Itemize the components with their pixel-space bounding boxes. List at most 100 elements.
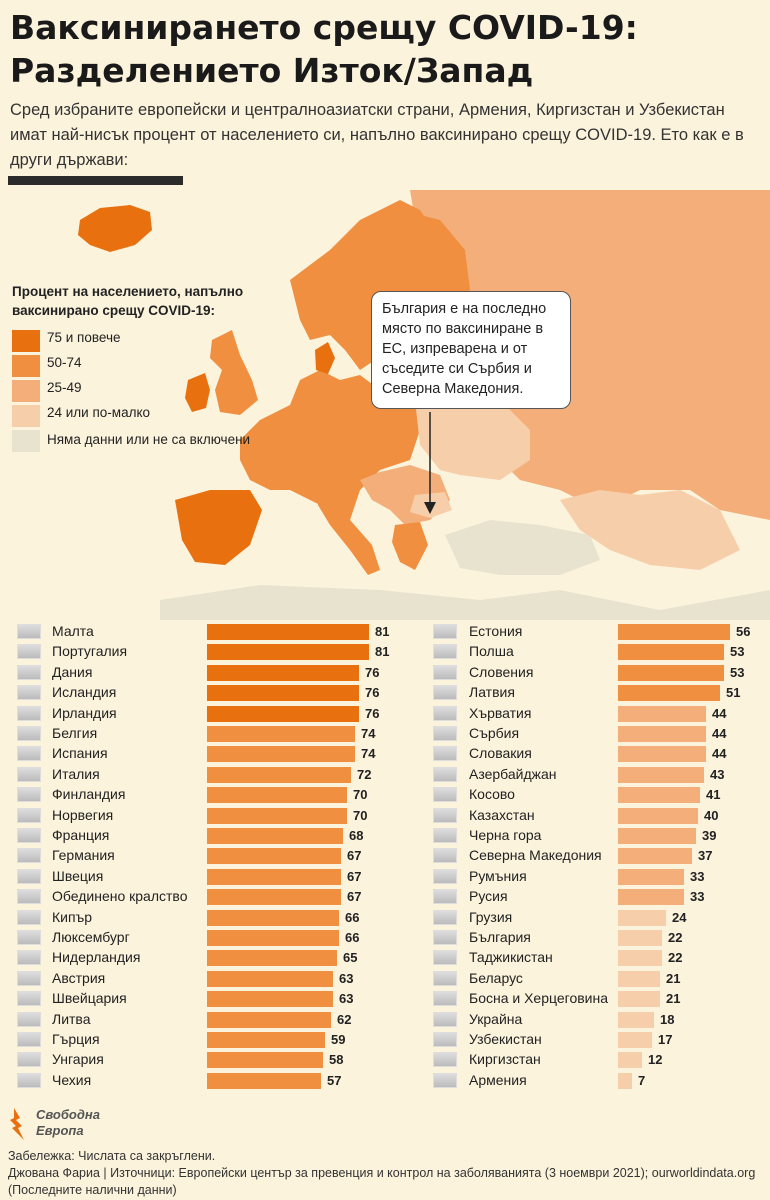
- bar-value-label: 24: [672, 909, 687, 925]
- country-label: Испания: [52, 745, 108, 762]
- country-label: Белгия: [52, 725, 98, 741]
- flag-icon: [433, 970, 457, 986]
- country-label: Исландия: [52, 684, 117, 701]
- map-turkey: [445, 520, 600, 575]
- flag-icon: [17, 726, 41, 741]
- flag-icon: [17, 828, 41, 843]
- flag-icon: [433, 868, 457, 884]
- flag-icon: [433, 991, 457, 1007]
- flag-icon: [17, 664, 41, 680]
- flag-icon: [17, 705, 41, 721]
- country-label: Украйна: [469, 1010, 523, 1027]
- flag-icon: [17, 624, 41, 639]
- logo: [10, 1108, 24, 1140]
- bar-row: Словения 53: [0, 663, 770, 683]
- country-label: Унгария: [52, 1051, 104, 1068]
- country-label: Хърватия: [469, 704, 532, 721]
- flag-icon: [17, 868, 41, 884]
- flag-icon: [17, 889, 41, 905]
- flag-icon: [17, 950, 41, 966]
- bar: [618, 726, 706, 742]
- bar-row: Унгария 58: [0, 1050, 770, 1070]
- country-label: Естония: [469, 623, 523, 639]
- bar-value-label: 21: [666, 991, 681, 1007]
- europe-map: [78, 190, 770, 620]
- bar-value-label: 18: [660, 1011, 675, 1027]
- bar: [618, 685, 720, 702]
- bar: [618, 930, 662, 946]
- bar-value-label: 76: [365, 664, 380, 680]
- flag-icon: [433, 726, 457, 741]
- bar: [207, 664, 359, 681]
- country-label: Азербайджан: [469, 765, 557, 782]
- bar: [207, 950, 337, 967]
- bar-row: Казахстан 40: [0, 806, 770, 826]
- flag-icon: [17, 685, 41, 701]
- bar-value-label: 7: [638, 1072, 646, 1088]
- bar-row: Северна Македония 37: [0, 846, 770, 866]
- bar-row: Обединено кралство 67: [0, 887, 770, 907]
- bar-value-label: 44: [712, 705, 727, 721]
- legend-label: 75 и повече: [47, 330, 121, 345]
- bar: [618, 644, 724, 661]
- legend-label: Няма данни или не са включени: [47, 432, 251, 447]
- country-label: Сърбия: [469, 725, 520, 741]
- flag-icon: [433, 644, 457, 660]
- bar: [207, 848, 341, 865]
- bar: [618, 970, 660, 987]
- bar-row: Испания 74: [0, 744, 770, 764]
- flag-icon: [433, 624, 457, 639]
- country-label: Русия: [469, 888, 508, 905]
- country-label: Кипър: [52, 908, 93, 925]
- flag-icon: [17, 970, 41, 986]
- country-label: Таджикистан: [469, 949, 553, 966]
- flag-icon: [433, 766, 457, 782]
- logo-text: Свободна Европа: [36, 1107, 100, 1139]
- bar-value-label: 22: [668, 950, 683, 966]
- bar-value-label: 58: [329, 1052, 344, 1068]
- bar: [618, 828, 696, 844]
- country-label: Люксембург: [52, 929, 130, 945]
- logo-line-1: Свободна: [36, 1107, 100, 1122]
- bar: [618, 705, 706, 722]
- bar-row: Гърция 59: [0, 1030, 770, 1050]
- bar: [618, 624, 730, 640]
- bar-value-label: 21: [666, 970, 681, 986]
- bar-value-label: 44: [712, 746, 727, 762]
- bar-row: Таджикистан 22: [0, 948, 770, 968]
- bar: [618, 889, 684, 906]
- page-title: Ваксинирането срещу COVID-19: Разделение…: [10, 6, 760, 92]
- flag-icon: [17, 1011, 41, 1027]
- bar-row: Франция 68: [0, 826, 770, 846]
- flag-icon: [433, 1032, 457, 1047]
- bar-value-label: 63: [339, 991, 354, 1007]
- bar-row: Кипър 66: [0, 908, 770, 928]
- bar-value-label: 53: [730, 664, 745, 680]
- legend-item: 24 или по-малко: [12, 405, 272, 428]
- bar-value-label: 43: [710, 766, 725, 782]
- legend-swatch: [12, 430, 40, 452]
- flag-icon: [17, 787, 41, 803]
- bar-row: Румъния 33: [0, 867, 770, 887]
- bar-value-label: 66: [345, 930, 360, 945]
- bar-value-label: 39: [702, 828, 717, 843]
- country-label: Румъния: [469, 867, 527, 884]
- bar-value-label: 67: [347, 868, 362, 884]
- country-label: Малта: [52, 623, 94, 639]
- bar-row: Украйна 18: [0, 1010, 770, 1030]
- bar: [618, 868, 684, 885]
- bar-row: Армения 7: [0, 1071, 770, 1091]
- bar-row: Люксембург 66: [0, 928, 770, 948]
- flag-icon: [433, 1011, 457, 1027]
- country-label: Литва: [52, 1010, 91, 1027]
- bar: [618, 950, 662, 967]
- bar: [207, 685, 359, 702]
- bar-row: Русия 33: [0, 887, 770, 907]
- bar-row: Литва 62: [0, 1010, 770, 1030]
- flag-icon: [433, 848, 457, 864]
- bar: [207, 787, 347, 804]
- bar: [207, 828, 343, 844]
- callout-arrowhead: [424, 502, 436, 514]
- bar: [618, 1052, 642, 1069]
- bar-value-label: 67: [347, 889, 362, 905]
